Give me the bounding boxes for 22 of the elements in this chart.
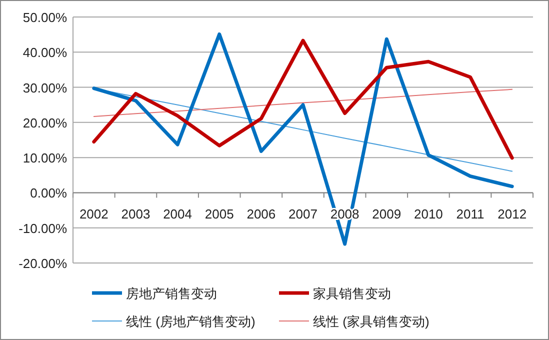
- x-tick-label: 2012: [498, 206, 527, 222]
- x-tick-label: 2007: [288, 206, 318, 222]
- x-tick-label: 2005: [204, 206, 234, 222]
- y-tick-label: -10.00%: [18, 220, 68, 236]
- x-tick-label: 2002: [79, 206, 108, 222]
- y-tick-label: 20.00%: [22, 115, 68, 130]
- y-tick-label: 40.00%: [22, 45, 68, 60]
- legend-label: 线性 (家具销售变动): [313, 314, 430, 329]
- x-tick-label: 2009: [372, 206, 402, 222]
- x-tick-label: 2010: [414, 206, 443, 222]
- y-tick-label: -20.00%: [18, 256, 68, 271]
- y-tick-label: 30.00%: [22, 80, 68, 96]
- y-tick-label: 0.00%: [30, 186, 68, 201]
- y-tick-label: 50.00%: [22, 10, 68, 25]
- legend-label: 线性 (房地产销售变动): [126, 314, 256, 329]
- legend-label: 家具销售变动: [313, 286, 391, 301]
- x-tick-label: 2003: [121, 206, 150, 222]
- x-tick-label: 2011: [456, 206, 484, 222]
- x-tick-label: 2006: [246, 206, 276, 222]
- x-tick-label: 2004: [163, 206, 192, 222]
- legend-label: 房地产销售变动: [126, 286, 217, 301]
- y-tick-label: 10.00%: [22, 150, 68, 166]
